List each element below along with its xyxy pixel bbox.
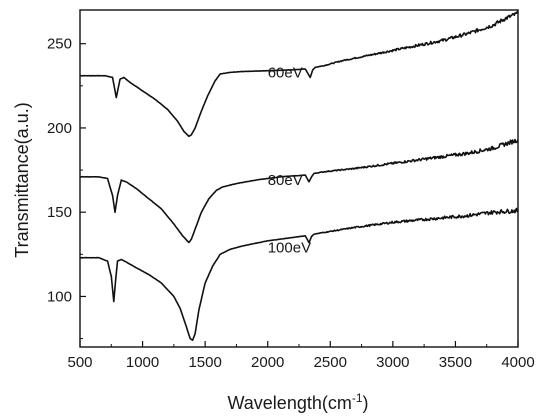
x-tick-label: 1000 <box>126 354 159 371</box>
series-label-100eV: 100eV <box>268 240 311 257</box>
x-tick-label: 2000 <box>251 354 284 371</box>
x-axis-title: Wavelength(cm-1) <box>227 391 368 413</box>
y-axis-title: Transmittance(a.u.) <box>12 102 32 257</box>
x-tick-label: 500 <box>67 354 92 371</box>
plot-frame <box>79 9 519 348</box>
series-label-80eV: 80eV <box>268 172 303 189</box>
x-tick-label: 3500 <box>439 354 472 371</box>
x-tick-label: 4000 <box>501 354 534 371</box>
x-tick-label: 1500 <box>188 354 221 371</box>
y-tick-label: 150 <box>47 204 72 221</box>
spectrum-line-80eV <box>79 138 519 244</box>
labels-layer: 60eV 80eV 100eV <box>268 64 311 256</box>
y-tick-label: 200 <box>47 120 72 137</box>
ticks-layer: 500 1000 1500 2000 2500 3000 3500 4000 100 150 200… <box>47 36 535 371</box>
series-label-60eV: 60eV <box>268 64 303 81</box>
y-tick-label: 100 <box>47 288 72 305</box>
series-layer <box>79 10 519 342</box>
x-tick-label: 3000 <box>376 354 409 371</box>
x-tick-label: 2500 <box>314 354 347 371</box>
spectrum-line-100eV <box>79 207 519 342</box>
y-tick-label: 250 <box>47 36 72 53</box>
spectrum-line-60eV <box>79 10 519 138</box>
